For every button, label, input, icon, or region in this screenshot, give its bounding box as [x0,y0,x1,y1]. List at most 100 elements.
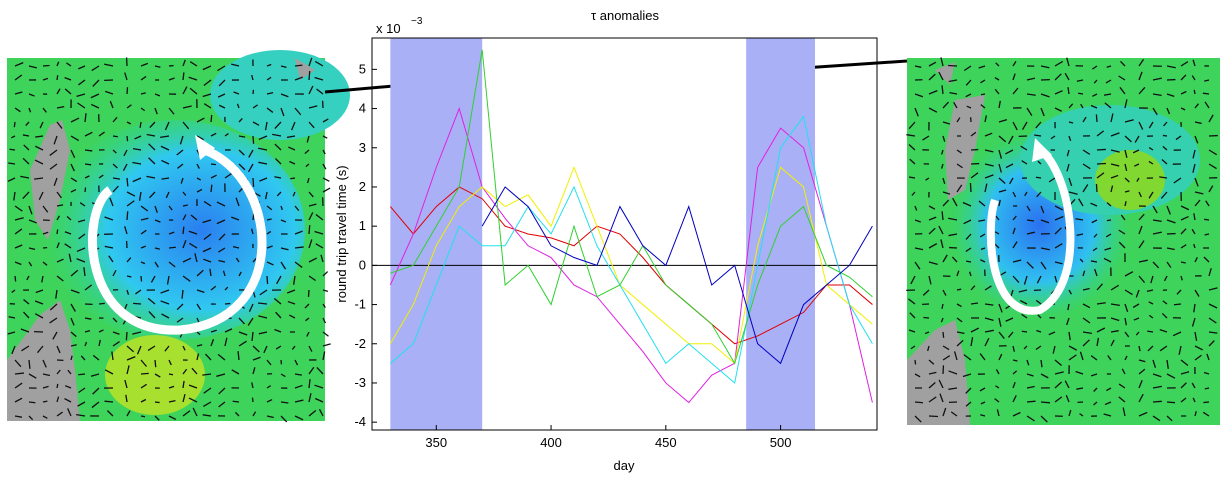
quiver [1097,163,1106,164]
quiver [1036,177,1041,178]
x-tick-label: 450 [655,435,677,450]
quiver [1167,402,1175,403]
quiver [1204,219,1209,220]
quiver [966,261,971,262]
quiver [113,136,118,137]
shaded-span [746,38,815,430]
x-tick-label: 350 [425,435,447,450]
quiver [57,75,58,80]
quiver [309,71,310,80]
quiver [57,384,58,388]
quiver [133,303,141,304]
y-axis-label: round trip travel time (s) [334,165,349,302]
quiver [943,332,944,338]
quiver [309,225,310,234]
x-tick-label: 500 [770,435,792,450]
quiver [169,374,173,375]
quiver [233,401,239,402]
quiver [970,183,971,192]
quiver [43,65,50,66]
quiver [141,416,145,417]
quiver [942,211,943,220]
quiver [1096,184,1097,192]
quiver [211,185,212,192]
quiver [1097,149,1106,150]
quiver [308,290,309,297]
y-tick-label: -3 [354,375,366,390]
quiver [1041,402,1050,403]
quiver [253,136,254,144]
quiver [1203,93,1209,94]
quiver [1022,331,1027,332]
quiver [295,65,302,66]
y-multiplier-exp: −3 [411,16,423,27]
quiver [127,211,128,220]
quiver [127,87,128,94]
quiver [10,149,15,150]
quiver [957,289,961,290]
quiver [1027,401,1036,402]
quiver [1205,388,1209,389]
quiver [253,213,254,220]
quiver [1153,401,1162,402]
left-map [7,50,350,422]
quiver [155,360,156,367]
connector [803,61,907,68]
quiver [948,65,957,66]
quiver [15,276,16,282]
quiver [43,401,47,402]
quiver [290,178,295,179]
quiver [981,94,985,95]
quiver [141,276,142,282]
quiver [915,360,916,364]
quiver [15,373,24,374]
quiver [252,398,253,402]
y-multiplier: x 10 [376,21,401,36]
right-map [906,57,1220,425]
x-tick-label: 400 [540,435,562,450]
quiver [126,332,127,340]
quiver [225,303,230,304]
quiver [1194,90,1195,94]
quiver [929,416,938,417]
x-axis-label: day [614,458,635,473]
quiver [127,178,128,186]
quiver [155,402,160,403]
y-tick-label: 2 [359,179,366,194]
quiver [29,402,35,403]
quiver [211,164,216,165]
y-tick-label: -2 [354,336,366,351]
quiver [29,360,30,369]
quiver [183,72,184,80]
y-tick-label: -1 [354,297,366,312]
quiver [915,402,923,403]
quiver [1203,402,1209,403]
quiver [1078,93,1083,94]
plot [372,38,877,430]
quiver [253,178,254,187]
quiver [140,122,141,128]
quiver [99,303,105,304]
quiver [238,351,239,360]
quiver [183,227,184,234]
chart-title: τ anomalies [591,8,660,23]
y-tick-label: 5 [359,61,366,76]
quiver [169,247,176,248]
y-tick-label: 0 [359,257,366,272]
y-tick-label: 4 [359,101,366,116]
quiver [211,115,212,122]
y-tick-label: 1 [359,218,366,233]
quiver [1107,220,1111,221]
y-tick-label: 3 [359,140,366,155]
quiver [85,164,91,165]
quiver [267,276,268,284]
quiver [78,374,85,375]
quiver [57,230,58,234]
quiver [1096,114,1097,122]
quiver [1147,331,1153,332]
quiver [1174,304,1181,305]
quiver [141,373,149,374]
y-tick-label: -4 [354,414,366,429]
quiver [14,122,15,127]
